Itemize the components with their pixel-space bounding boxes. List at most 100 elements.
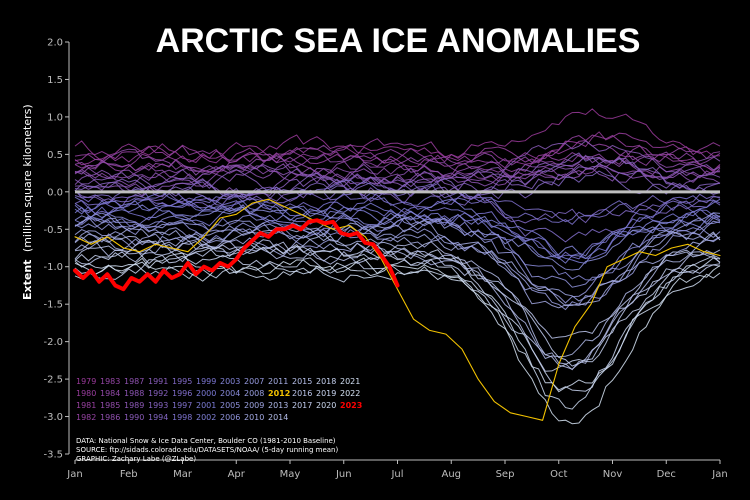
legend-year-1996: 1996 xyxy=(172,389,192,398)
year-line-2021 xyxy=(74,252,721,393)
year-line-2019 xyxy=(74,254,721,392)
legend-year-1993: 1993 xyxy=(148,401,168,410)
year-line-2023 xyxy=(73,218,400,292)
year-line-2000 xyxy=(74,191,721,259)
year-line-1999 xyxy=(74,195,721,260)
legend-year-2013: 2013 xyxy=(268,401,288,410)
legend-year-2020: 2020 xyxy=(316,401,336,410)
legend-year-2007: 2007 xyxy=(244,377,264,386)
x-tick-label: Apr xyxy=(228,469,246,480)
credit-graphic: GRAPHIC: Zachary Labe (@ZLabe) xyxy=(76,455,196,463)
year-line-1998 xyxy=(74,192,721,225)
legend-year-2014: 2014 xyxy=(268,413,288,422)
legend-year-1979: 1979 xyxy=(76,377,96,386)
chart-title: ARCTIC SEA ICE ANOMALIES xyxy=(156,22,641,60)
year-line-2013 xyxy=(74,227,721,360)
y-tick-label: 1.0 xyxy=(47,112,63,123)
legend-year-1991: 1991 xyxy=(148,377,168,386)
x-tick-label: Mar xyxy=(173,469,193,480)
year-line-2022 xyxy=(74,257,721,425)
y-tick-label: -1.0 xyxy=(43,262,63,273)
y-tick-label: -1.5 xyxy=(43,300,63,311)
legend-year-2001: 2001 xyxy=(196,401,216,410)
year-line-2009 xyxy=(74,222,721,302)
legend-year-1984: 1984 xyxy=(100,389,120,398)
x-tick-label: Jan xyxy=(66,469,82,480)
year-legend: 1979 1983 1987 1991 1995 1999 2003 2007 2011 2015… xyxy=(76,377,362,422)
legend-year-2002: 2002 xyxy=(196,413,216,422)
year-line-2008 xyxy=(74,217,721,311)
y-tick-label: -3.5 xyxy=(43,450,63,461)
legend-year-2022: 2022 xyxy=(340,389,360,398)
x-tick-label: Sep xyxy=(496,469,515,480)
y-axis-label: Extent (million square kilometers) xyxy=(21,104,34,300)
legend-year-2017: 2017 xyxy=(292,401,312,410)
legend-year-2000: 2000 xyxy=(196,389,216,398)
legend-year-2006: 2006 xyxy=(220,413,240,422)
legend-year-2019: 2019 xyxy=(316,389,336,398)
legend-year-1987: 1987 xyxy=(124,377,144,386)
legend-year-1986: 1986 xyxy=(100,413,120,422)
legend-year-1995: 1995 xyxy=(172,377,192,386)
year-line-1982 xyxy=(74,135,721,173)
year-line-2010 xyxy=(74,220,721,309)
year-line-2003 xyxy=(74,204,721,259)
legend-year-2003: 2003 xyxy=(220,377,240,386)
legend-year-1980: 1980 xyxy=(76,389,96,398)
year-line-1991 xyxy=(74,155,721,193)
legend-year-1981: 1981 xyxy=(76,401,96,410)
y-tick-label: 1.5 xyxy=(47,75,63,86)
y-tick-label: 0.5 xyxy=(47,150,63,161)
credit-source: SOURCE: ftp://sidads.colorado.edu/DATASE… xyxy=(76,446,338,454)
year-line-1980 xyxy=(74,131,721,166)
legend-year-1989: 1989 xyxy=(124,401,144,410)
legend-year-2011: 2011 xyxy=(268,377,288,386)
legend-year-1985: 1985 xyxy=(100,401,120,410)
x-tick-label: Oct xyxy=(550,469,567,480)
y-axis-label-bold: Extent xyxy=(21,260,34,300)
legend-year-1998: 1998 xyxy=(172,413,192,422)
x-tick-label: Aug xyxy=(441,469,461,480)
year-line-2012 xyxy=(74,198,721,421)
legend-year-1982: 1982 xyxy=(76,413,96,422)
credit-data: DATA: National Snow & Ice Data Center, B… xyxy=(76,437,336,445)
year-line-2020 xyxy=(74,257,721,410)
legend-year-2018: 2018 xyxy=(316,377,336,386)
y-tick-label: -2.0 xyxy=(43,337,63,348)
year-line-1992 xyxy=(74,163,721,204)
x-tick-label: Dec xyxy=(657,469,676,480)
legend-year-1994: 1994 xyxy=(148,413,168,422)
year-line-2016 xyxy=(74,239,721,339)
x-tick-label: Jan xyxy=(711,469,727,480)
year-line-1990 xyxy=(74,140,721,197)
y-axis-label-rest: (million square kilometers) xyxy=(21,104,34,252)
legend-year-2016: 2016 xyxy=(292,389,312,398)
year-line-2018 xyxy=(74,243,721,372)
year-line-1985 xyxy=(74,148,721,182)
legend-year-2023: 2023 xyxy=(340,401,362,410)
legend-year-2005: 2005 xyxy=(220,401,240,410)
year-line-2002 xyxy=(74,198,721,264)
y-tick-label: 2.0 xyxy=(47,38,63,49)
legend-year-1988: 1988 xyxy=(124,389,144,398)
legend-year-2008: 2008 xyxy=(244,389,264,398)
y-tick-label: -0.5 xyxy=(43,225,63,236)
legend-year-2009: 2009 xyxy=(244,401,264,410)
legend-year-1992: 1992 xyxy=(148,389,168,398)
legend-year-1983: 1983 xyxy=(100,377,120,386)
year-line-2011 xyxy=(74,227,721,307)
legend-year-2004: 2004 xyxy=(220,389,240,398)
year-line-2015 xyxy=(74,239,721,370)
x-tick-label: Nov xyxy=(603,469,623,480)
x-tick-label: Feb xyxy=(120,469,138,480)
year-line-1983 xyxy=(74,144,721,177)
legend-year-2021: 2021 xyxy=(340,377,360,386)
y-tick-label: 0.0 xyxy=(47,187,63,198)
y-tick-label: -2.5 xyxy=(43,375,63,386)
highlight-lines xyxy=(73,198,721,421)
axes: 2.0 1.5 1.0 0.5 0.0 -0.5 -1.0 -1.5 -2.0 -2.5 -3.0 -… xyxy=(43,38,727,481)
legend-year-2010: 2010 xyxy=(244,413,264,422)
legend-year-1990: 1990 xyxy=(124,413,144,422)
year-line-1988 xyxy=(74,163,721,187)
x-tick-label: Jul xyxy=(390,469,403,480)
